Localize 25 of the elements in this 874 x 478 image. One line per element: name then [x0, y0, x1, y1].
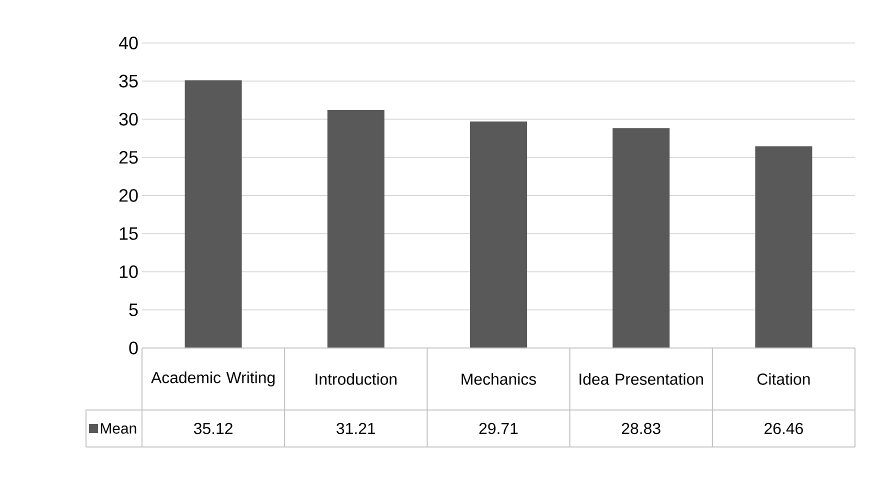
y-tick-label: 30: [119, 112, 138, 126]
bar: [327, 110, 384, 348]
y-tick-label: 35: [119, 74, 138, 88]
x-tick-label: Idea Presentation: [580, 373, 703, 385]
legend-label: Mean: [100, 423, 136, 434]
x-tick-label: Introduction: [316, 373, 397, 385]
data-label: 29.71: [479, 422, 518, 434]
y-tick-label: 25: [119, 151, 138, 164]
x-tick-label: Mechanics: [462, 373, 536, 385]
data-label: 35.12: [194, 422, 232, 434]
bar: [184, 80, 242, 348]
data-label: 28.83: [622, 422, 660, 434]
y-tick-label: 10: [120, 265, 138, 278]
y-tick-label: 40: [118, 36, 138, 50]
y-tick-label: 20: [119, 189, 138, 202]
y-tick-label: 15: [120, 227, 138, 240]
data-label: 26.46: [764, 422, 803, 434]
bar: [612, 128, 670, 348]
bar: [470, 121, 528, 348]
bar: [755, 146, 812, 348]
data-label: 31.21: [336, 422, 376, 434]
x-tick-label: Citation: [757, 373, 810, 385]
x-tick-label: Academic Writing: [151, 372, 275, 386]
y-tick-label: 0: [129, 342, 138, 354]
y-tick-label: 5: [129, 304, 138, 316]
